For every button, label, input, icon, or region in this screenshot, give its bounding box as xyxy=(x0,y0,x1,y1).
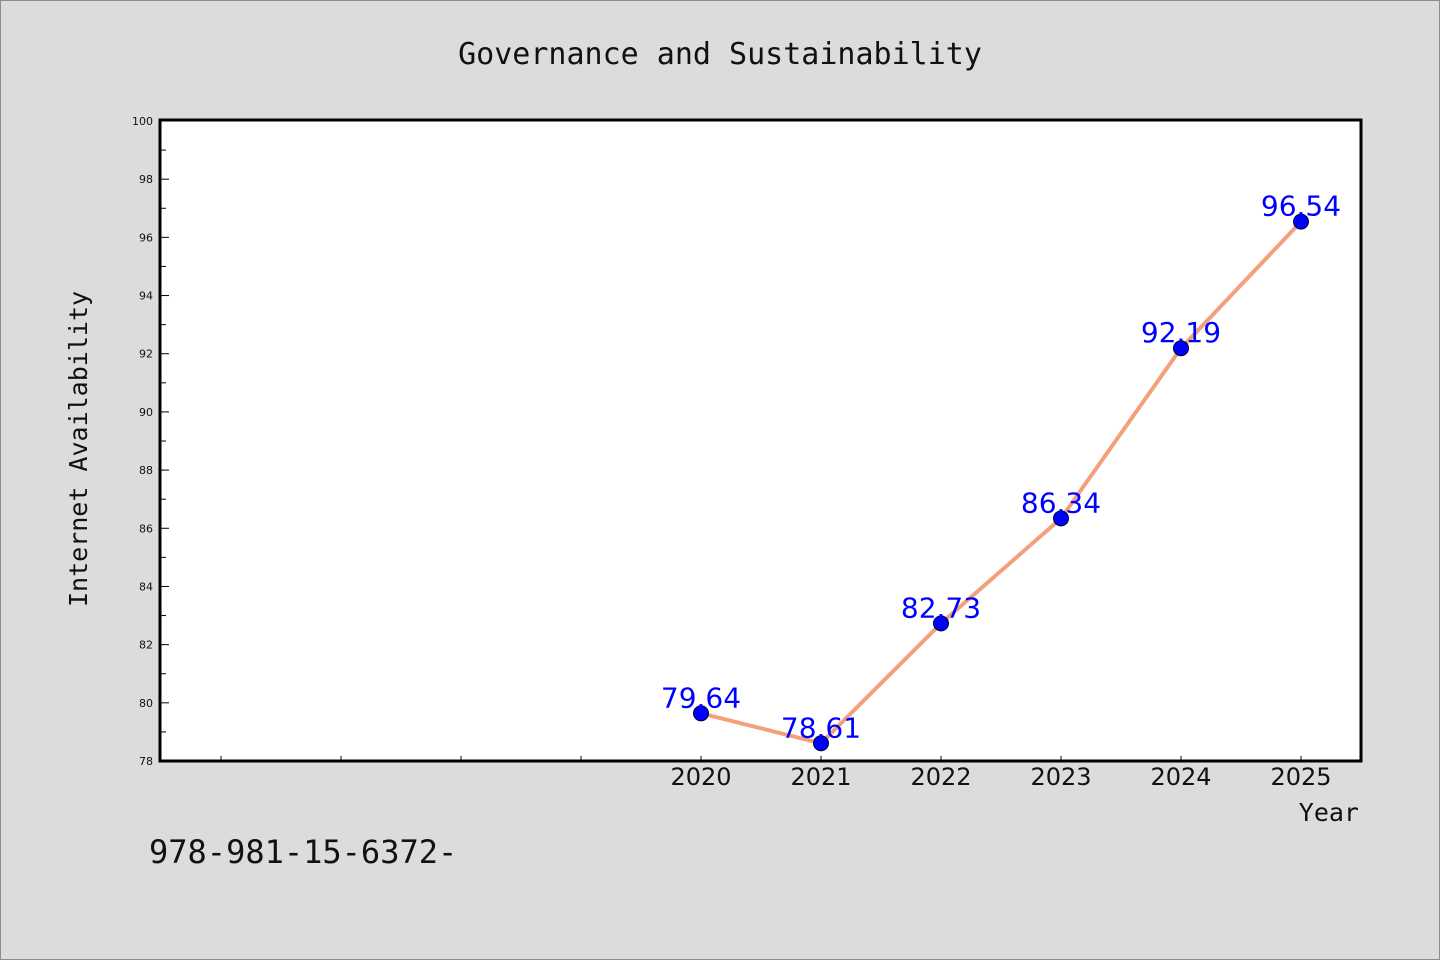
y-tick-label: 82 xyxy=(139,639,153,652)
y-tick-label: 78 xyxy=(139,755,153,768)
y-tick-label: 100 xyxy=(132,115,153,128)
y-tick-label: 94 xyxy=(139,290,153,303)
data-point xyxy=(1173,340,1189,357)
series-line xyxy=(699,219,1303,746)
y-tick-label: 90 xyxy=(139,406,153,419)
data-point xyxy=(1293,213,1309,230)
y-axis: 78 80 82 84 86 88 90 92 94 96 98 100 xyxy=(132,115,169,768)
y-tick-label: 96 xyxy=(139,231,153,244)
data-label: 92.19 xyxy=(1141,316,1221,349)
x-axis-label: Year xyxy=(1299,798,1359,827)
chart-title: Governance and Sustainability xyxy=(458,37,982,72)
x-tick-label: 2020 xyxy=(670,763,731,791)
data-label: 79.64 xyxy=(661,681,741,714)
x-tick-label: 2022 xyxy=(910,763,971,791)
x-tick-label: 2021 xyxy=(790,763,851,791)
y-axis-label: Internet Availability xyxy=(64,291,93,607)
data-point xyxy=(933,615,949,632)
y-tick-label: 92 xyxy=(139,348,153,361)
data-label: 86.34 xyxy=(1021,486,1101,519)
data-label: 78.61 xyxy=(781,711,861,744)
data-point xyxy=(693,705,709,722)
footnote: 978-981-15-6372- xyxy=(149,833,458,871)
x-tick-label: 2024 xyxy=(1150,763,1211,791)
series-layer: 79.64 78.61 82.73 86.34 92.19 96.54 xyxy=(661,190,1341,752)
y-tick-label: 88 xyxy=(139,464,153,477)
y-tick-label: 98 xyxy=(139,173,153,186)
x-tick-label: 2023 xyxy=(1030,763,1091,791)
x-tick-label: 2025 xyxy=(1270,763,1331,791)
y-tick-label: 86 xyxy=(139,522,153,535)
plot-area xyxy=(158,118,1363,763)
y-tick-label: 84 xyxy=(139,580,153,593)
data-point xyxy=(1053,510,1069,527)
data-label: 82.73 xyxy=(901,591,981,624)
y-tick-label: 80 xyxy=(139,697,153,710)
data-label: 96.54 xyxy=(1261,190,1341,223)
x-axis: 2020 2021 2022 2023 2024 2025 xyxy=(220,756,1332,791)
data-point xyxy=(813,735,829,752)
